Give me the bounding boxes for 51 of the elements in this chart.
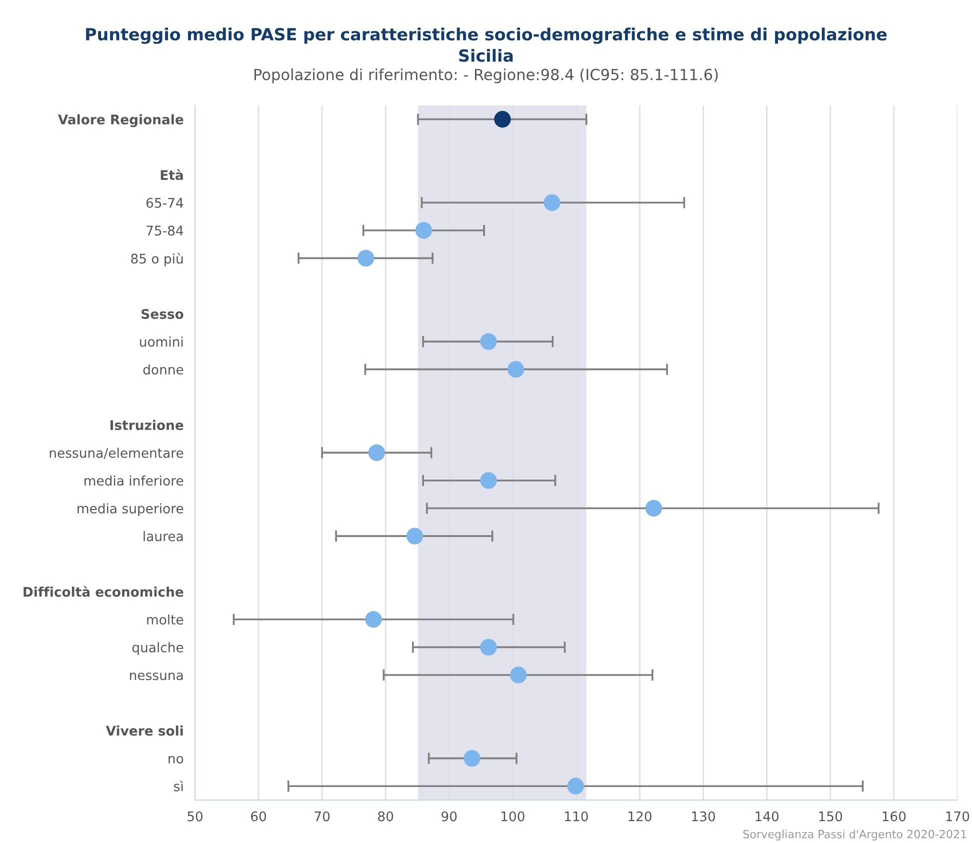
point [406,528,424,544]
text: Sorveglianza Passi d'Argento 2020-2021 [743,830,966,840]
x-tick-label: 130 [692,811,715,822]
point [645,500,662,517]
y-tick-label: Sesso [142,308,184,319]
x-tick-label: 60 [251,811,266,822]
x-tick-label: 110 [565,811,588,822]
y-tick-label: qualche [132,642,184,655]
y-tick-label: Valore Regionale [58,114,184,128]
x-tick-label: 70 [314,811,330,822]
y-tick-label: Età [160,169,183,180]
x-tick-label: 50 [188,811,202,822]
point [544,194,560,211]
point [480,333,497,350]
x-tick-label: 150 [819,811,842,822]
point [480,638,497,656]
x-tick-label: 100 [502,811,524,822]
point [567,778,584,794]
point [368,444,386,462]
x-tick-label: 160 [882,811,906,822]
x-tick-label: 120 [628,811,652,822]
y-tick-label: Istruzione [110,420,184,430]
y-tick-label: Difficoltà economiche [24,586,184,597]
y-tick-label: nessuna/elementare [50,448,184,459]
y-tick-label: donne [143,364,184,375]
y-tick-label: media superiore [78,503,184,516]
x-tick-label: 140 [756,811,779,822]
chart-subtitle: Popolazione di riferimento: - Regione:98.4 (IC95: 85.1-111.6) [254,68,718,84]
chart-title: Punteggio medio PASE per caratteristiche socio-demografiche e stime di popolazione Sicilia [86,28,887,62]
y-tick-label: Vivere soli [106,726,183,736]
point [510,666,527,684]
point [480,472,497,489]
y-tick-label: no [168,756,184,764]
point [494,110,511,128]
x-tick-label: 90 [442,811,457,822]
y-tick-label: laurea [144,531,183,542]
point [508,361,524,378]
x-tick-label: 80 [378,811,394,822]
y-tick-label: media inferiore [84,475,184,486]
point [464,750,480,767]
y-tick-label: molte [147,614,184,625]
x-tick-label: 170 [946,811,970,822]
point [365,611,382,628]
y-tick-label: uomini [140,336,183,347]
y-tick-label: 75-84 [146,226,184,236]
y-tick-label: 65-74 [146,198,184,208]
y-tick-label: 85 o più [131,252,183,266]
point [358,250,374,267]
point [415,222,432,239]
y-tick-label: nessuna [130,672,183,680]
y-tick-label: sì [174,780,183,792]
